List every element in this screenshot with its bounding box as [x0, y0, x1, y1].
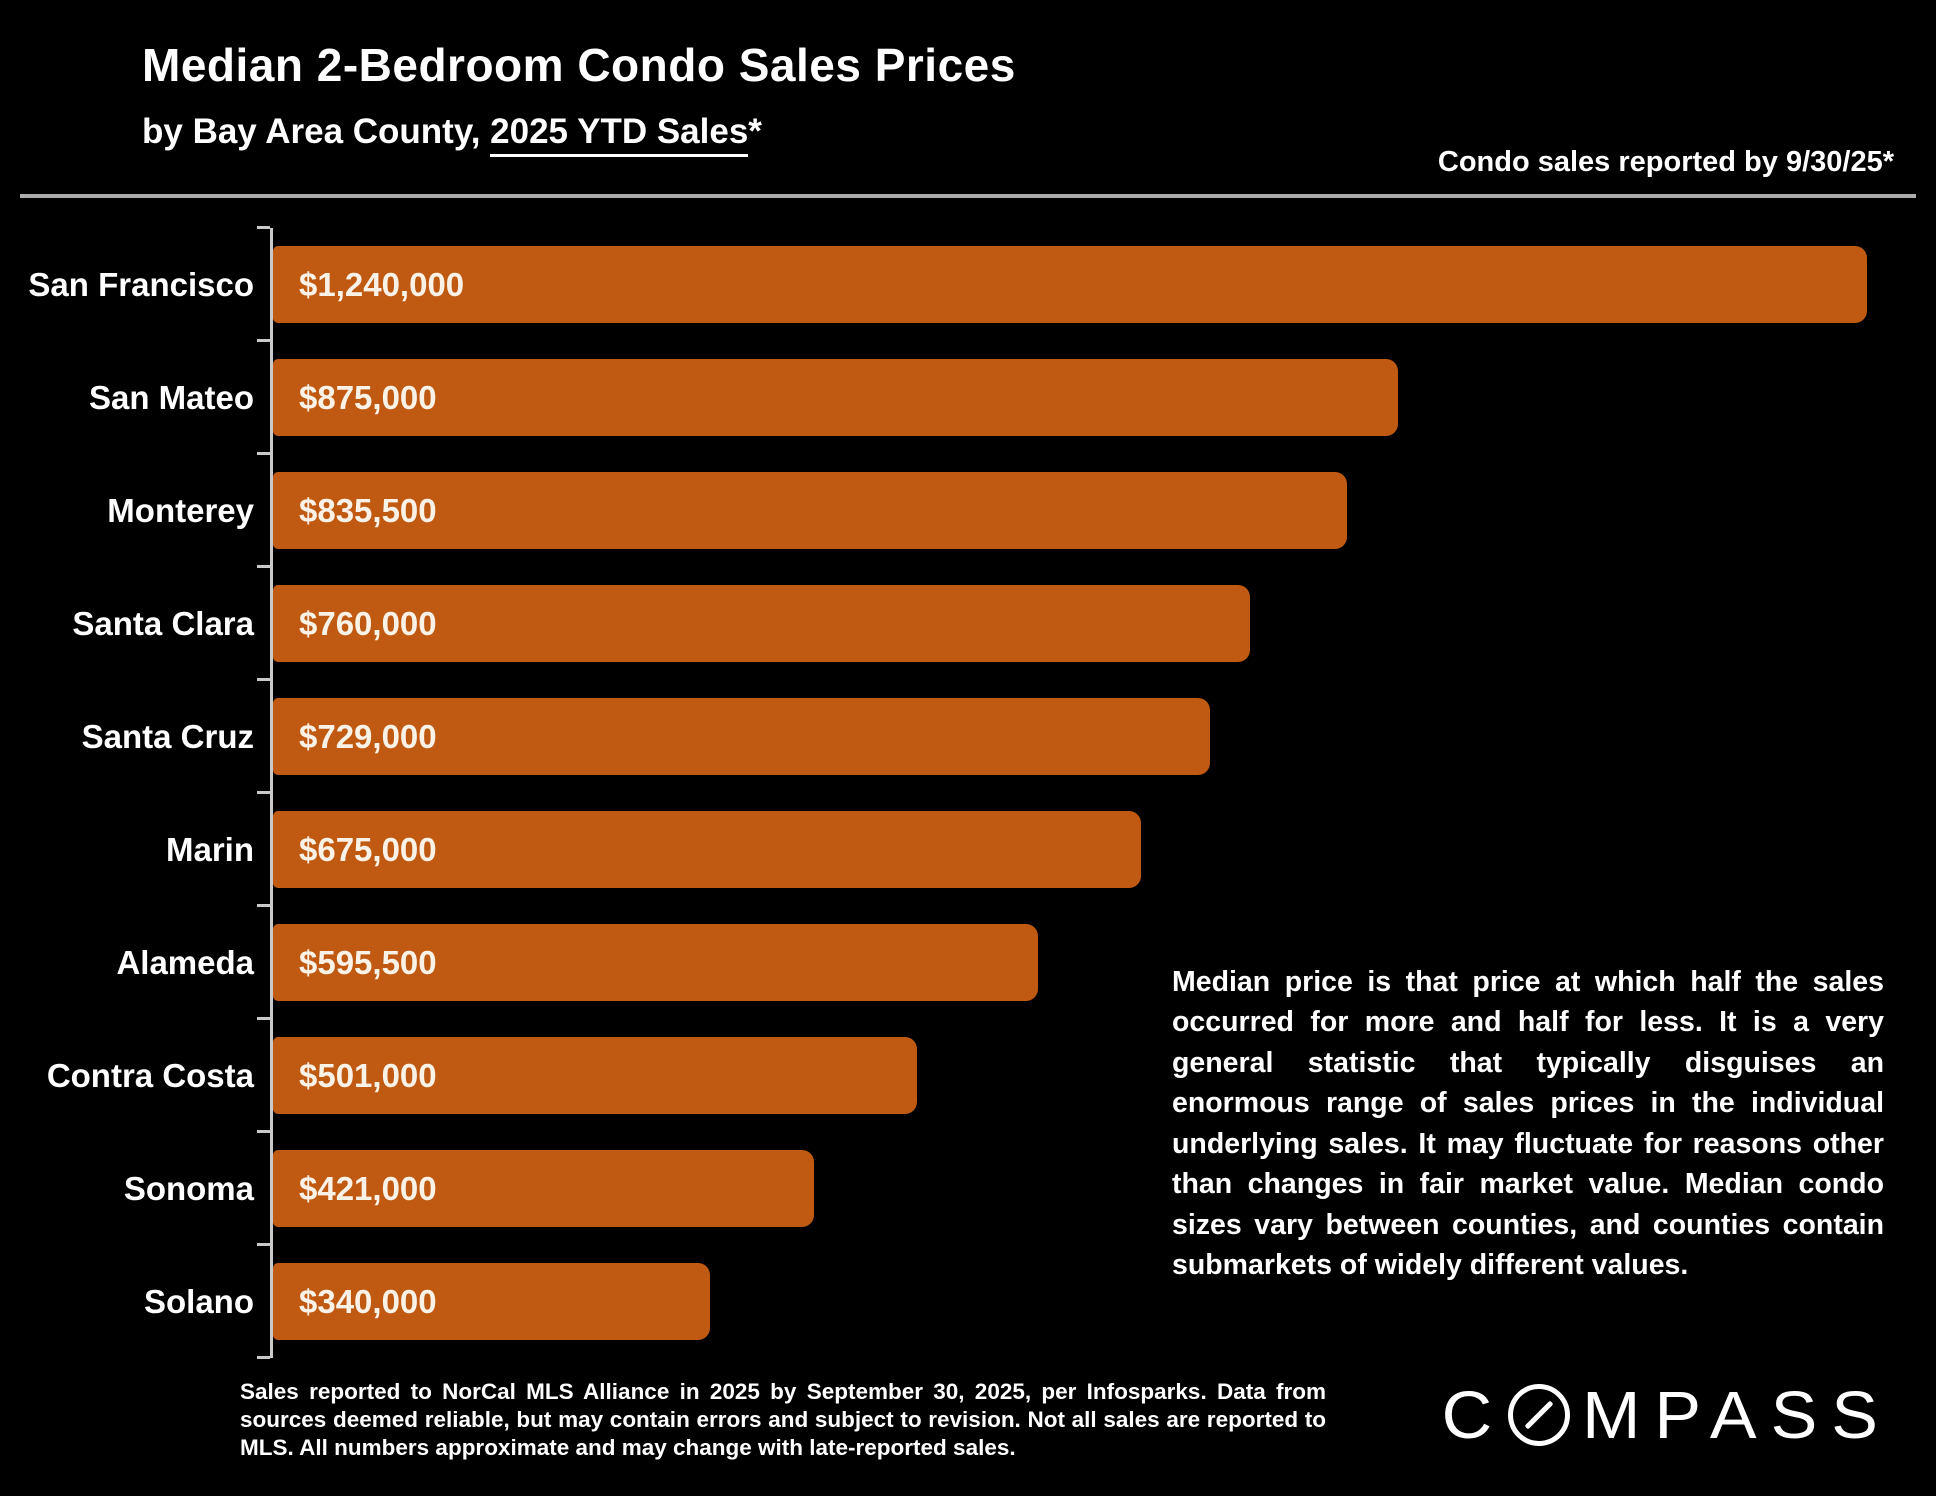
bar-track: $1,240,000 — [257, 226, 1878, 341]
bar-value-label: $501,000 — [299, 1056, 437, 1094]
bar-value-label: $729,000 — [299, 717, 437, 755]
header-divider — [20, 194, 1916, 198]
page-title: Median 2-Bedroom Condo Sales Prices — [142, 39, 1016, 91]
bar: $1,240,000 — [273, 246, 1867, 323]
chart-row: Santa Clara $760,000 — [0, 565, 1878, 680]
bar: $340,000 — [273, 1263, 711, 1340]
category-label: Santa Clara — [72, 604, 254, 642]
bar-value-label: $595,500 — [299, 943, 437, 981]
bar-track: $760,000 — [257, 565, 1878, 680]
bar: $595,500 — [273, 924, 1039, 1001]
bar-track: $875,000 — [257, 339, 1878, 454]
logo-letters-mpass: MPASS — [1582, 1377, 1892, 1453]
bar-value-label: $675,000 — [299, 830, 437, 868]
compass-needle-icon — [1524, 1400, 1554, 1430]
bar-chart: San Francisco $1,240,000 San Mateo $875,000… — [0, 226, 1878, 1359]
logo-letter-c: C — [1441, 1377, 1507, 1453]
bar: $760,000 — [273, 585, 1250, 662]
bar: $501,000 — [273, 1037, 917, 1114]
bar-value-label: $835,500 — [299, 491, 437, 529]
category-label: Sonoma — [123, 1169, 254, 1207]
page-subtitle: by Bay Area County, 2025 YTD Sales* — [142, 112, 762, 157]
compass-o-icon — [1508, 1384, 1571, 1446]
category-label: Alameda — [116, 943, 254, 981]
bar-value-label: $760,000 — [299, 604, 437, 642]
bar-track: $675,000 — [257, 791, 1878, 906]
bar-track: $729,000 — [257, 678, 1878, 793]
compass-logo: C MPASS — [1442, 1380, 1892, 1450]
chart-row: Contra Costa $501,000 — [0, 1017, 1878, 1132]
report-date-note: Condo sales reported by 9/30/25* — [1437, 146, 1894, 178]
bar: $675,000 — [273, 811, 1141, 888]
bar-value-label: $1,240,000 — [299, 265, 465, 303]
category-label: Marin — [165, 830, 254, 868]
subtitle-asterisk: * — [748, 112, 762, 151]
bar: $421,000 — [273, 1150, 815, 1227]
category-label: Monterey — [107, 491, 254, 529]
bar-track: $595,500 — [257, 904, 1878, 1019]
chart-row: Sonoma $421,000 — [0, 1130, 1878, 1245]
category-label: San Francisco — [28, 265, 254, 303]
bar: $835,500 — [273, 472, 1347, 549]
chart-row: Solano $340,000 — [0, 1243, 1878, 1359]
category-label: San Mateo — [88, 378, 254, 416]
bar-value-label: $875,000 — [299, 378, 437, 416]
bar-track: $501,000 — [257, 1017, 1878, 1132]
chart-row: San Francisco $1,240,000 — [0, 226, 1878, 341]
bar-track: $421,000 — [257, 1130, 1878, 1245]
subtitle-prefix: by Bay Area County, — [142, 112, 491, 151]
bar-track: $340,000 — [257, 1243, 1878, 1359]
chart-row: Monterey $835,500 — [0, 452, 1878, 567]
bar-value-label: $421,000 — [299, 1169, 437, 1207]
bar: $729,000 — [273, 698, 1210, 775]
category-label: Solano — [143, 1282, 254, 1320]
chart-row: Alameda $595,500 — [0, 904, 1878, 1019]
chart-row: Marin $675,000 — [0, 791, 1878, 906]
bar-track: $835,500 — [257, 452, 1878, 567]
median-explanation: Median price is that price at which half… — [1172, 966, 1884, 1282]
category-label: Contra Costa — [46, 1056, 254, 1094]
category-label: Santa Cruz — [81, 717, 254, 755]
subtitle-underlined: 2025 YTD Sales — [490, 112, 749, 157]
source-footnote: Sales reported to NorCal MLS Alliance in… — [240, 1379, 1326, 1461]
chart-row: San Mateo $875,000 — [0, 339, 1878, 454]
bar-value-label: $340,000 — [299, 1282, 437, 1320]
chart-row: Santa Cruz $729,000 — [0, 678, 1878, 793]
bar: $875,000 — [273, 359, 1398, 436]
